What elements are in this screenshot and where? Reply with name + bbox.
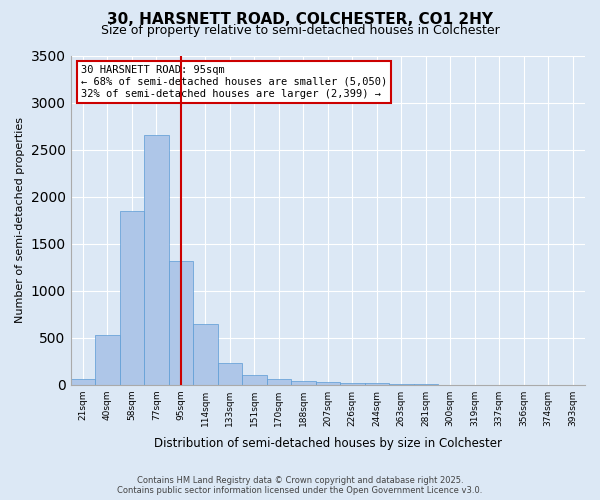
Bar <box>119 210 144 384</box>
Bar <box>291 381 316 384</box>
Bar <box>365 383 389 384</box>
Text: Size of property relative to semi-detached houses in Colchester: Size of property relative to semi-detach… <box>101 24 499 37</box>
Text: 30, HARSNETT ROAD, COLCHESTER, CO1 2HY: 30, HARSNETT ROAD, COLCHESTER, CO1 2HY <box>107 12 493 28</box>
Text: 30 HARSNETT ROAD: 95sqm
← 68% of semi-detached houses are smaller (5,050)
32% of: 30 HARSNETT ROAD: 95sqm ← 68% of semi-de… <box>81 66 387 98</box>
Bar <box>71 379 95 384</box>
Bar <box>144 136 169 384</box>
Y-axis label: Number of semi-detached properties: Number of semi-detached properties <box>15 117 25 323</box>
Bar <box>242 375 266 384</box>
Bar <box>169 262 193 384</box>
Bar <box>316 382 340 384</box>
Bar <box>193 324 218 384</box>
Text: Contains HM Land Registry data © Crown copyright and database right 2025.
Contai: Contains HM Land Registry data © Crown c… <box>118 476 482 495</box>
Bar <box>218 363 242 384</box>
Bar <box>266 379 291 384</box>
X-axis label: Distribution of semi-detached houses by size in Colchester: Distribution of semi-detached houses by … <box>154 437 502 450</box>
Bar <box>340 383 365 384</box>
Bar <box>95 335 119 384</box>
